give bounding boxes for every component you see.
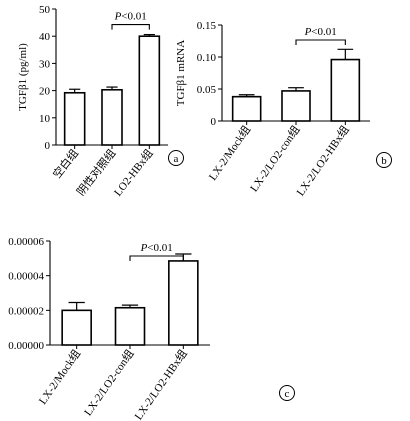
bar <box>101 88 123 146</box>
significance-bracket <box>111 24 150 30</box>
bar <box>231 95 262 122</box>
y-tick-label: 0.00004 <box>8 271 44 283</box>
bar <box>138 35 161 146</box>
x-category-label: LX-2/LO2-HBx组 <box>293 123 352 199</box>
chart-panel-c: 0.00000 0.00002 0.00004 0.00006 DBH mRNA LX-2… <box>0 236 295 421</box>
y-tick-label: 10 <box>39 113 51 125</box>
y-tick-label: 0.15 <box>197 20 217 32</box>
bar <box>61 309 92 346</box>
panel-label-circle <box>279 385 295 401</box>
bar <box>168 260 199 346</box>
significance-bracket <box>129 255 184 261</box>
panel-label: a <box>174 153 179 165</box>
bar <box>330 58 361 122</box>
bar <box>114 306 146 346</box>
significance-bracket <box>295 39 346 45</box>
y-tick-label: 40 <box>39 31 51 43</box>
y-axis-label: DBH mRNA <box>0 264 1 322</box>
panel-label-circle <box>376 152 392 168</box>
y-tick-label: 50 <box>39 4 51 16</box>
y-tick-label: 0.05 <box>197 84 217 96</box>
significance-label: P<0.01 <box>114 11 147 23</box>
y-tick-label: 0.00002 <box>8 305 44 317</box>
x-category-label: LX-2/LO2-con组 <box>80 347 136 419</box>
bar <box>63 91 86 146</box>
significance-label: P<0.01 <box>140 242 173 254</box>
bar <box>281 90 311 122</box>
y-tick-label: 0 <box>211 116 217 128</box>
x-category-label: 空白组 <box>50 146 81 181</box>
significance-label: P<0.01 <box>304 26 337 38</box>
panel-label: b <box>381 155 387 167</box>
y-tick-label: 0.10 <box>197 52 217 64</box>
x-category-label: LX-2/Mock组 <box>205 123 253 183</box>
x-category-label: LX-2/Mock组 <box>35 347 83 407</box>
y-tick-label: 30 <box>39 58 51 70</box>
panel-label: c <box>285 388 290 400</box>
y-axis-label: TGFβ1 mRNA <box>175 40 187 106</box>
x-category-label: LX-2/LO2-HBx组 <box>131 347 190 421</box>
y-tick-label: 0.00000 <box>8 340 44 352</box>
x-category-label: LX-2/LO2-con组 <box>246 123 302 195</box>
y-tick-label: 0.00006 <box>8 236 44 248</box>
y-tick-label: 20 <box>39 86 51 98</box>
y-axis-label: TGFβ1 (pg/ml) <box>17 43 29 111</box>
panel-label-circle <box>168 150 184 166</box>
y-tick-label: 0 <box>45 140 51 152</box>
